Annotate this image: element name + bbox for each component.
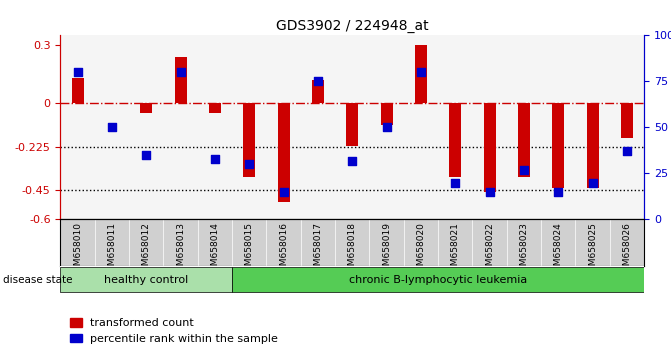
Text: disease state: disease state [3, 275, 73, 285]
Text: GSM658022: GSM658022 [485, 222, 494, 276]
Point [381, 125, 392, 130]
Text: GSM658011: GSM658011 [107, 222, 116, 277]
Text: GSM658016: GSM658016 [279, 222, 288, 277]
Text: GSM658023: GSM658023 [519, 222, 529, 277]
Point [415, 69, 426, 75]
Text: GSM658013: GSM658013 [176, 222, 185, 277]
Bar [312, 80, 324, 103]
Point [347, 158, 358, 164]
Text: chronic B-lymphocytic leukemia: chronic B-lymphocytic leukemia [349, 275, 527, 285]
Text: GSM658010: GSM658010 [73, 222, 82, 277]
Text: GSM658018: GSM658018 [348, 222, 357, 277]
Text: GSM658015: GSM658015 [245, 222, 254, 277]
Bar [72, 78, 84, 103]
Bar [244, 103, 255, 177]
FancyBboxPatch shape [60, 268, 232, 292]
Point [621, 149, 632, 154]
Text: GSM658014: GSM658014 [211, 222, 219, 277]
Text: GSM658017: GSM658017 [313, 222, 323, 277]
Text: GSM658019: GSM658019 [382, 222, 391, 277]
Bar [484, 103, 496, 192]
Point [587, 180, 598, 185]
Point [553, 189, 564, 195]
Text: GSM658012: GSM658012 [142, 222, 151, 277]
Text: GSM658026: GSM658026 [623, 222, 631, 277]
Bar [450, 103, 461, 177]
Text: GSM658024: GSM658024 [554, 222, 563, 276]
Title: GDS3902 / 224948_at: GDS3902 / 224948_at [276, 19, 429, 33]
Point [175, 69, 186, 75]
Point [244, 161, 254, 167]
Bar [174, 57, 187, 103]
Point [107, 125, 117, 130]
Text: GSM658025: GSM658025 [588, 222, 597, 277]
Bar [140, 103, 152, 113]
FancyBboxPatch shape [232, 268, 644, 292]
Bar [346, 103, 358, 146]
Bar [380, 103, 393, 125]
Text: GSM658020: GSM658020 [417, 222, 425, 277]
Bar [415, 45, 427, 103]
Text: GSM658021: GSM658021 [451, 222, 460, 277]
Point [484, 189, 495, 195]
Bar [621, 103, 633, 138]
Bar [278, 103, 290, 202]
Bar [552, 103, 564, 188]
Point [519, 167, 529, 173]
Point [313, 79, 323, 84]
Text: healthy control: healthy control [104, 275, 189, 285]
Point [450, 180, 461, 185]
Bar [209, 103, 221, 113]
Legend: transformed count, percentile rank within the sample: transformed count, percentile rank withi… [66, 314, 282, 348]
Point [72, 69, 83, 75]
Bar [586, 103, 599, 188]
Point [209, 156, 220, 161]
Point [278, 189, 289, 195]
Point [141, 152, 152, 158]
Bar [518, 103, 530, 177]
